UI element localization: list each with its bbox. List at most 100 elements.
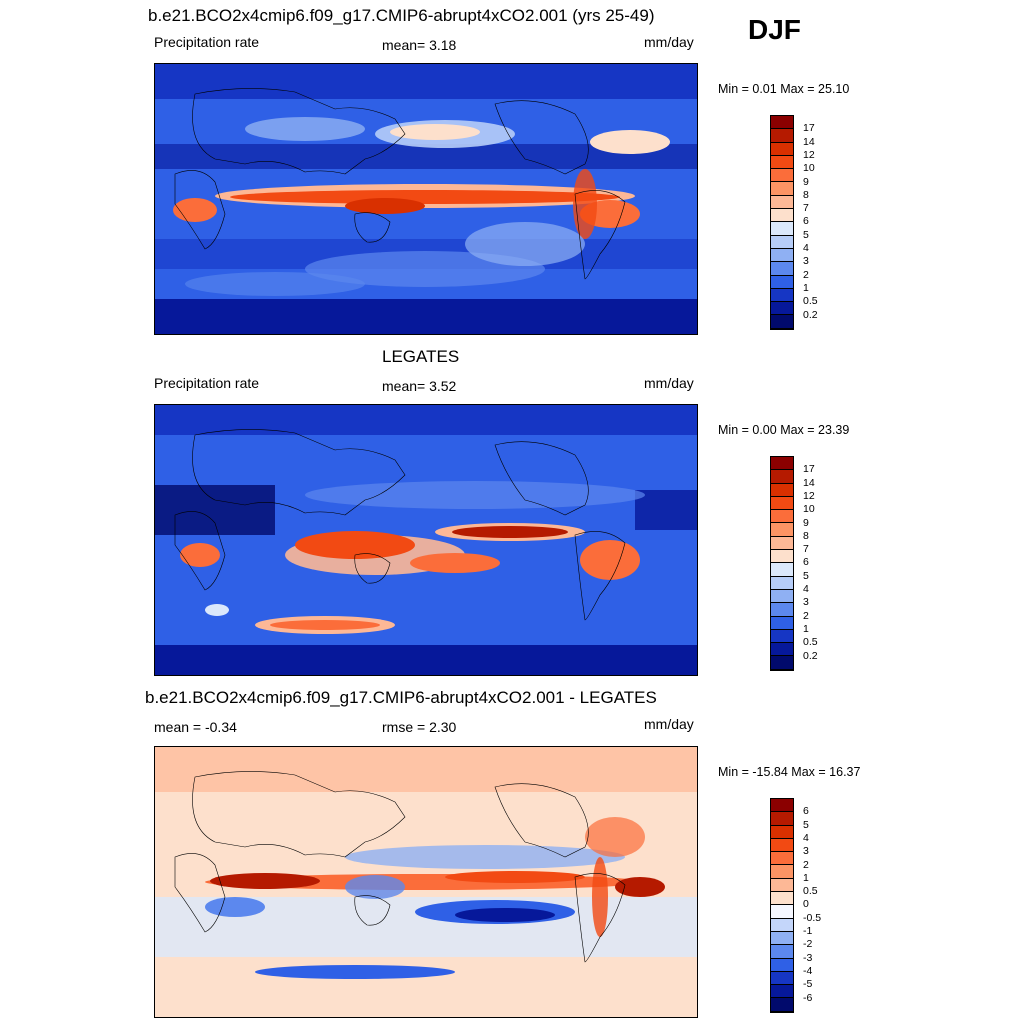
colorbar-swatch [771,958,793,972]
colorbar-swatch [771,169,793,183]
colorbar-swatch [771,222,793,236]
colorbar-swatch [771,155,793,170]
colorbar-tick-label: 5 [803,228,809,241]
panel3-colorbar [770,798,794,1013]
colorbar-swatch [771,315,793,329]
colorbar-swatch [771,209,793,223]
colorbar-tick-label: 6 [803,215,809,228]
colorbar-swatch [771,985,793,999]
colorbar-tick-label: 7 [803,202,809,215]
colorbar-tick-label: 0.5 [803,885,818,898]
colorbar-tick-label: 0.2 [803,649,818,662]
colorbar-swatch [771,838,793,853]
colorbar-swatch [771,812,793,826]
colorbar-tick-label: 1 [803,871,809,884]
colorbar-tick-label: 6 [803,556,809,569]
panel3-rmse-label: rmse = 2.30 [382,719,457,735]
colorbar-swatch [771,496,793,511]
colorbar-swatch [771,182,793,196]
colorbar-tick-label: 12 [803,148,815,161]
colorbar-swatch [771,275,793,289]
colorbar-tick-label: -0.5 [803,911,822,924]
panel2-units-label: mm/day [644,375,694,391]
colorbar-swatch [771,905,793,919]
colorbar-swatch [771,865,793,879]
colorbar-tick-label: 4 [803,831,809,844]
panel2-mean-label: mean= 3.52 [382,378,457,394]
colorbar-tick-label: 0.5 [803,636,818,649]
panel2-title: LEGATES [382,347,460,366]
colorbar-swatch [771,302,793,316]
colorbar-swatch [771,918,793,932]
colorbar-swatch [771,195,793,210]
colorbar-tick-label: 9 [803,175,809,188]
colorbar-tick-label: -1 [803,925,813,937]
colorbar-tick-label: 14 [803,476,815,489]
colorbar-swatch [771,656,793,670]
colorbar-tick-label: 10 [803,162,815,175]
panel2-colorbar [770,456,794,671]
panel1-map-svg [155,64,697,334]
colorbar-swatch [771,852,793,866]
colorbar-tick-label: 3 [803,255,809,268]
colorbar-tick-label: 5 [803,818,809,831]
panel3-units-label: mm/day [644,716,694,732]
colorbar-tick-label: 6 [803,805,809,818]
panel1-colorbar [770,115,794,330]
panel1-mean-label: mean= 3.18 [382,37,457,53]
colorbar-tick-label: -4 [803,964,813,977]
panel3-mean-label: mean = -0.34 [154,719,237,735]
colorbar-swatch [771,998,793,1012]
colorbar-tick-label: -2 [803,938,813,951]
colorbar-swatch [771,550,793,564]
colorbar-swatch [771,536,793,551]
season-label: DJF [748,14,801,45]
colorbar-swatch [771,248,793,263]
colorbar-swatch [771,589,793,604]
colorbar-tick-label: 2 [803,858,809,871]
colorbar-tick-label: 0.2 [803,308,818,321]
panel3-title: b.e21.BCO2x4cmip6.f09_g17.CMIP6-abrupt4x… [145,688,657,707]
colorbar-tick-label: 17 [803,122,815,135]
colorbar-tick-label: 2 [803,609,809,622]
panel3-map [154,746,698,1018]
colorbar-tick-label: -6 [803,991,813,1004]
colorbar-swatch [771,892,793,906]
colorbar-swatch [771,262,793,276]
colorbar-tick-label: 14 [803,135,815,148]
colorbar-tick-label: 3 [803,596,809,609]
colorbar-tick-label: 12 [803,489,815,502]
panel1-units-label: mm/day [644,34,694,50]
colorbar-tick-label: -3 [803,951,813,964]
colorbar-swatch [771,945,793,959]
panel3-minmax-label: Min = -15.84 Max = 16.37 [718,765,861,779]
panel2-map-svg [155,405,697,675]
colorbar-swatch [771,457,793,471]
colorbar-tick-label: 3 [803,845,809,858]
colorbar-tick-label: 5 [803,569,809,582]
colorbar-swatch [771,470,793,484]
colorbar-swatch [771,971,793,986]
colorbar-swatch [771,288,793,303]
colorbar-swatch [771,235,793,249]
colorbar-tick-label: 1 [803,622,809,635]
colorbar-tick-label: -5 [803,978,813,991]
panel2-minmax-label: Min = 0.00 Max = 23.39 [718,423,850,437]
colorbar-tick-label: 8 [803,529,809,542]
colorbar-swatch [771,116,793,130]
panel1-variable-label: Precipitation rate [154,34,260,50]
panel1-map [154,63,698,335]
colorbar-tick-label: 0 [803,898,809,911]
panel1-minmax-label: Min = 0.01 Max = 25.10 [718,82,850,96]
colorbar-swatch [771,616,793,630]
colorbar-swatch [771,603,793,617]
colorbar-tick-label: 17 [803,463,815,476]
colorbar-swatch [771,142,793,156]
colorbar-swatch [771,825,793,839]
colorbar-swatch [771,483,793,497]
colorbar-swatch [771,510,793,524]
colorbar-swatch [771,129,793,143]
colorbar-tick-label: 10 [803,503,815,516]
colorbar-tick-label: 4 [803,242,809,254]
panel1-title: b.e21.BCO2x4cmip6.f09_g17.CMIP6-abrupt4x… [148,6,655,25]
